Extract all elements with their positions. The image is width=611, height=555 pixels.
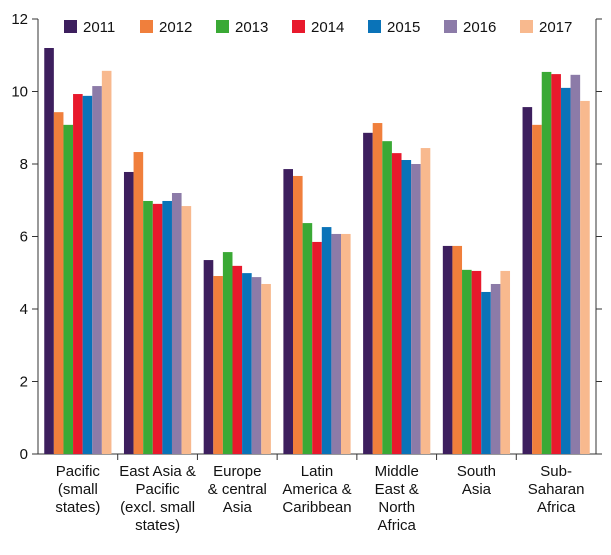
- y-tick-label: 4: [20, 301, 28, 318]
- x-tick-label: Latin: [301, 463, 334, 480]
- legend-label: 2015: [387, 19, 420, 36]
- legend-label: 2012: [159, 19, 192, 36]
- bar: [222, 252, 233, 454]
- x-tick-label: Saharan: [528, 481, 585, 498]
- bar: [82, 95, 93, 454]
- legend-label: 2014: [311, 19, 344, 36]
- legend-label: 2013: [235, 19, 268, 36]
- x-tick-label: Africa: [537, 499, 576, 516]
- bar: [481, 291, 491, 454]
- legend-swatch: [368, 20, 381, 33]
- bar: [242, 273, 252, 454]
- y-tick-label: 8: [20, 156, 28, 173]
- bar: [401, 160, 412, 454]
- y-tick-label: 2: [20, 374, 28, 391]
- bar: [53, 112, 64, 454]
- bar: [560, 87, 571, 454]
- legend-swatch: [292, 20, 305, 33]
- bar: [471, 270, 482, 454]
- x-tick-label: South: [457, 463, 496, 480]
- bar: [171, 193, 182, 454]
- bar: [143, 200, 153, 454]
- bar: [363, 132, 373, 454]
- bar: [372, 123, 383, 454]
- bar: [321, 227, 332, 454]
- x-tick-label: Caribbean: [282, 499, 351, 516]
- bar: [63, 124, 74, 454]
- bar: [411, 164, 421, 454]
- bar: [261, 283, 271, 454]
- bar: [541, 71, 552, 455]
- bar: [162, 200, 172, 454]
- bar: [283, 169, 293, 454]
- bar: [452, 245, 463, 454]
- x-tick-label: states): [135, 517, 180, 534]
- bar: [101, 70, 112, 455]
- bar: [382, 141, 392, 454]
- y-tick-label: 10: [11, 84, 28, 101]
- bar: [293, 175, 303, 454]
- legend-swatch: [444, 20, 457, 33]
- legend-swatch: [140, 20, 153, 33]
- bar: [532, 124, 542, 454]
- bar: [251, 277, 262, 454]
- bar: [92, 86, 102, 454]
- bar: [331, 233, 341, 454]
- bar: [123, 171, 134, 454]
- bar: [44, 48, 54, 454]
- bar: [213, 276, 223, 454]
- x-tick-label: East Asia &: [119, 463, 196, 480]
- bar: [420, 148, 431, 455]
- bar: [302, 223, 313, 454]
- legend-label: 2011: [83, 19, 115, 36]
- bar: [73, 94, 83, 454]
- bar: [490, 283, 501, 454]
- bar: [341, 233, 351, 454]
- bar: [391, 153, 402, 454]
- bar: [181, 206, 192, 454]
- x-tick-label: Pacific: [56, 463, 101, 480]
- x-tick-label: Asia: [223, 499, 253, 516]
- x-tick-label: Sub-: [540, 463, 572, 480]
- x-tick-label: America &: [282, 481, 351, 498]
- x-tick-label: Pacific: [135, 481, 180, 498]
- legend-label: 2016: [463, 19, 496, 36]
- legend-swatch: [520, 20, 533, 33]
- legend-swatch: [216, 20, 229, 33]
- bar: [203, 260, 214, 454]
- legend-label: 2017: [539, 19, 572, 36]
- x-tick-label: (excl. small: [120, 499, 195, 516]
- x-tick-label: Middle: [375, 463, 419, 480]
- bar: [580, 100, 590, 455]
- legend-swatch: [64, 20, 77, 33]
- x-tick-label: states): [55, 499, 100, 516]
- bar: [551, 74, 561, 454]
- x-tick-label: & central: [208, 481, 267, 498]
- x-tick-label: North: [378, 499, 415, 516]
- bar: [232, 265, 243, 454]
- x-tick-label: Europe: [213, 463, 261, 480]
- x-tick-label: (small: [58, 481, 98, 498]
- bar: [570, 74, 581, 454]
- y-tick-label: 0: [20, 446, 28, 463]
- y-tick-label: 12: [11, 11, 28, 28]
- bar: [522, 107, 533, 455]
- y-tick-label: 6: [20, 229, 28, 246]
- x-tick-label: East &: [375, 481, 419, 498]
- bar: [312, 241, 322, 454]
- bar: [442, 245, 453, 454]
- bar: [133, 152, 144, 454]
- bar: [500, 270, 511, 454]
- x-tick-label: Asia: [462, 481, 492, 498]
- x-tick-label: Africa: [378, 517, 417, 534]
- bar: [152, 203, 163, 454]
- bar: [462, 269, 472, 454]
